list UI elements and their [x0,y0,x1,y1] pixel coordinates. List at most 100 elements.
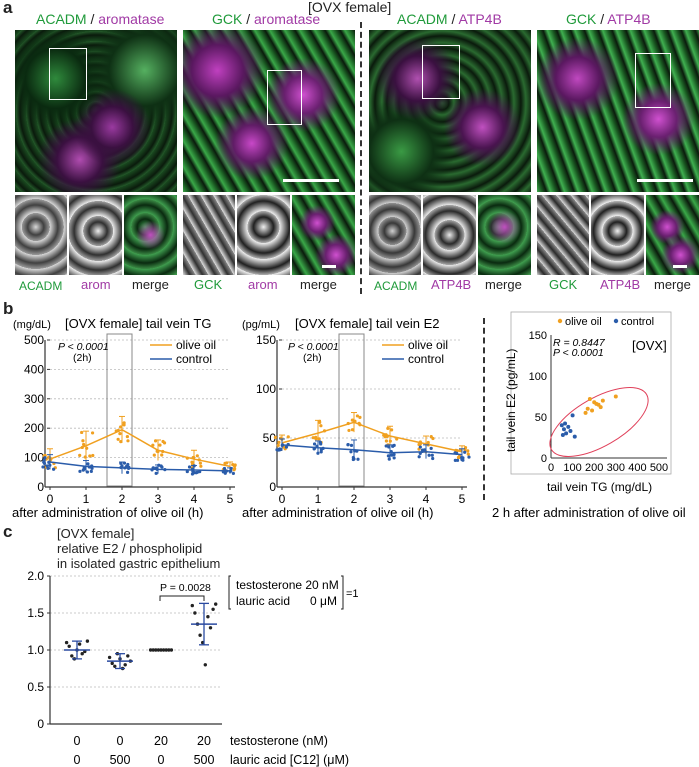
e2-data-point [273,435,278,439]
tg-data-point [125,464,129,468]
corr-data-point [559,423,564,428]
tg-xtick-label: 3 [155,492,162,506]
scale-bar [322,265,336,268]
divider-dashed-b [483,318,485,500]
tg-data-point [198,461,202,465]
e2-data-point [455,458,460,462]
thumb-g1-merge [124,195,177,275]
tg-yticks: 0 100 200 300 400 500 [24,333,50,494]
c-data-point [80,652,84,656]
c-ref-eq: =1 [346,588,359,600]
tg-data-point [90,466,94,470]
sub-label: arom [248,277,278,292]
e2-data-point [390,453,394,457]
e2-data-point [350,428,355,432]
tg-series-line-oil [49,428,231,468]
c-row1-label: testosterone (nM) [230,734,328,748]
tg-data-point [42,458,46,462]
panel-c-title-3: in isolated gastric epithelium [57,556,221,571]
e2-data-point [427,453,431,457]
corr-data-point [600,398,605,403]
chart-corr: olive oil control 0 50 100 150 0 100 200 300 40… [492,311,686,520]
tg-data-point [190,472,195,476]
c-data-point [206,615,210,619]
sub-label: merge [485,277,522,292]
c-ytick-label: 0.5 [27,680,44,694]
e2-data-point [346,442,350,447]
corr-data-point [563,421,568,426]
corr-ytick-label: 100 [529,371,547,383]
tg-data-point [154,471,158,475]
tg-xlabel: after administration of olive oil (h) [12,505,203,520]
tg-xtick-label: 2 [119,492,126,506]
tg-data-point [81,468,85,472]
c-ytick-label: 2.0 [27,569,44,583]
e2-data-point [384,439,389,443]
e2-xtick-label: 2 [351,492,358,506]
e2-legend-oil: olive oil [408,338,448,352]
c-row2-value: 0 [74,753,81,767]
c-data-point [70,654,74,658]
tg-title: [OVX female] tail vein TG [65,316,211,331]
thumb-g2-merge [292,195,355,275]
thumb-g4-merge [646,195,699,275]
corr-data-point [566,424,571,429]
c-row2-value: 0 [158,753,165,767]
tg-data-point [81,439,85,443]
tg-data-point [125,434,129,439]
e2-series-line-ctrl [281,444,463,456]
e2-data-point [463,450,467,454]
corr-data-point [561,427,566,432]
tg-ytick-label: 100 [24,451,44,465]
panel-b-letter: b [3,299,14,318]
e2-data-point [311,436,315,440]
sub-label: GCK [549,277,578,292]
corr-ylabel: tail vein E2 (pg/mL) [504,349,518,452]
e2-data-point [417,442,421,447]
tg-data-point [126,439,130,443]
tg-data-point [116,437,120,441]
c-data-point [164,648,168,652]
tg-pnote: (2h) [73,352,92,364]
tg-data-point [42,461,47,466]
c-ytick-label: 0 [37,717,44,731]
e2-data-point [350,418,354,422]
corr-data-point [613,394,618,399]
tg-data-point [90,431,95,435]
e2-data-point [349,443,354,447]
corr-xtick-label: 300 [607,462,625,474]
e2-xtick-label: 4 [423,492,430,506]
tg-data-point [43,456,47,460]
e2-xtick-label: 5 [459,492,466,506]
tg-data-point [187,465,192,469]
c-data-point [203,663,207,667]
tg-data-point [89,469,93,473]
corr-xtick-label: 0 [548,462,554,474]
c-data-point [148,648,153,652]
tg-data-point [85,470,90,474]
corr-data-point [568,428,573,433]
tg-legend-ctrl: control [176,352,212,366]
sub-label: merge [132,277,169,292]
e2-data-point [422,448,427,452]
chart-e2: (pg/mL) [OVX female] tail vein E2 050100… [242,316,471,520]
c-data-point [107,655,112,660]
c-data-point [193,611,197,615]
tg-data-point [45,464,49,468]
e2-data-point [467,455,471,459]
e2-xtick-label: 1 [315,492,322,506]
tg-ytick-label: 300 [24,392,44,406]
inset-box [49,48,87,100]
inset-box [267,70,302,125]
c-ytick-label: 1.0 [27,643,44,657]
legend-dot-ctrl [613,318,619,324]
e2-data-point [319,442,323,446]
e2-data-point [355,414,360,418]
tg-data-point [46,466,50,471]
tg-ytick-label: 200 [24,421,44,435]
corr-data-point [564,431,569,436]
corr-xtick-label: 500 [650,462,668,474]
corr-caption: 2 h after administration of olive oil [492,505,686,520]
sub-label: ATP4B [431,277,472,292]
e2-data-point [386,454,391,458]
